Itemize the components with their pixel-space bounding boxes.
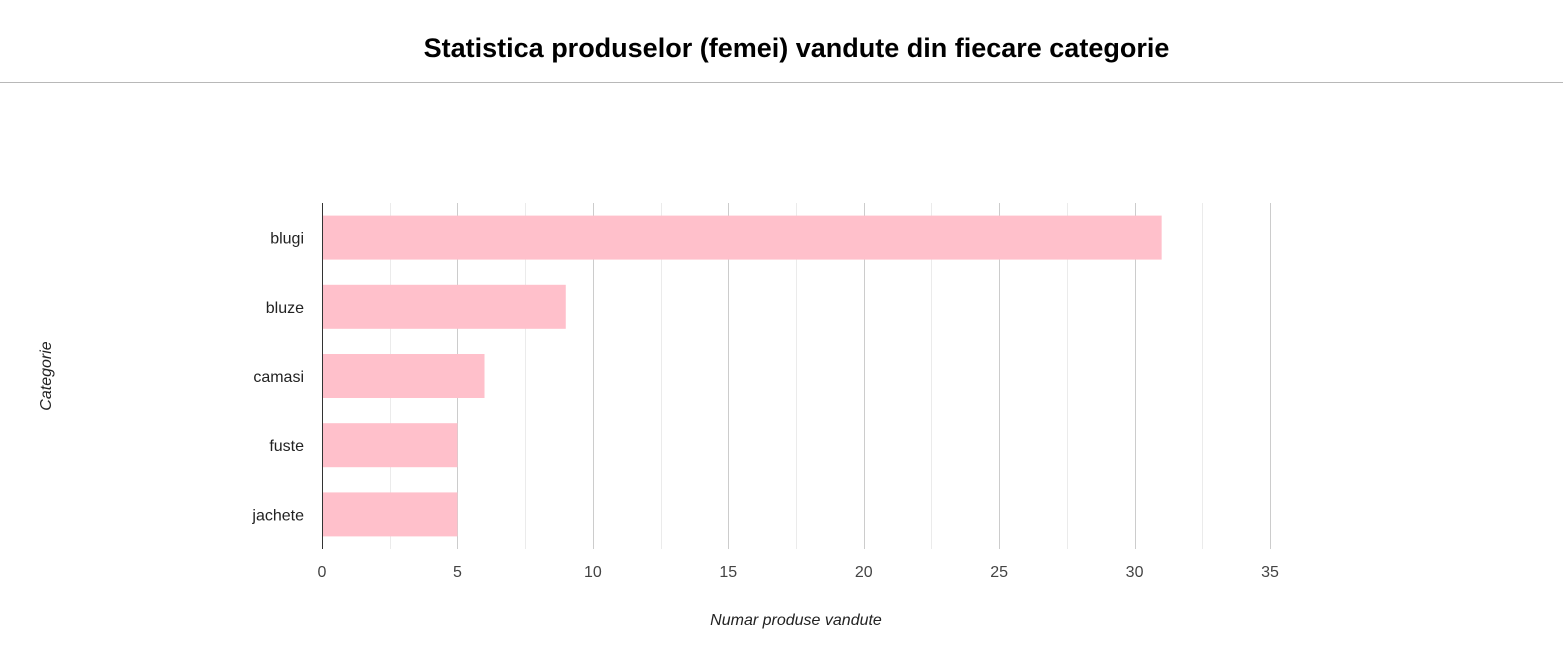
bar-jachete	[322, 492, 458, 537]
x-tick-label: 25	[990, 564, 1008, 581]
x-tick-label: 0	[318, 564, 327, 581]
y-axis-title: Categorie	[38, 341, 55, 410]
x-tick-label: 15	[719, 564, 737, 581]
x-tick-label: 20	[855, 564, 873, 581]
category-label: jachete	[251, 507, 304, 524]
x-tick-label: 35	[1261, 564, 1279, 581]
bar-blugi	[322, 215, 1162, 260]
bar-camasi	[322, 354, 485, 398]
category-label: bluze	[266, 300, 304, 317]
chart-title: Statistica produselor (femei) vandute di…	[423, 33, 1170, 63]
grid-lines	[390, 203, 1271, 549]
bar-fuste	[322, 423, 458, 468]
x-tick-label: 5	[453, 564, 462, 581]
labels: 0 5 10 15 20 25 30 35 blugi bluze camasi fuste jache…	[251, 231, 1279, 581]
category-label: blugi	[270, 231, 304, 248]
category-label: fuste	[269, 438, 304, 455]
category-label: camasi	[253, 369, 304, 386]
x-tick-label: 30	[1126, 564, 1144, 581]
chart-header: Statistica produselor (femei) vandute di…	[0, 0, 1563, 83]
bar-bluze	[322, 284, 566, 329]
x-tick-label: 10	[584, 564, 602, 581]
bars	[322, 215, 1162, 537]
x-axis-title: Numar produse vandute	[710, 612, 882, 629]
